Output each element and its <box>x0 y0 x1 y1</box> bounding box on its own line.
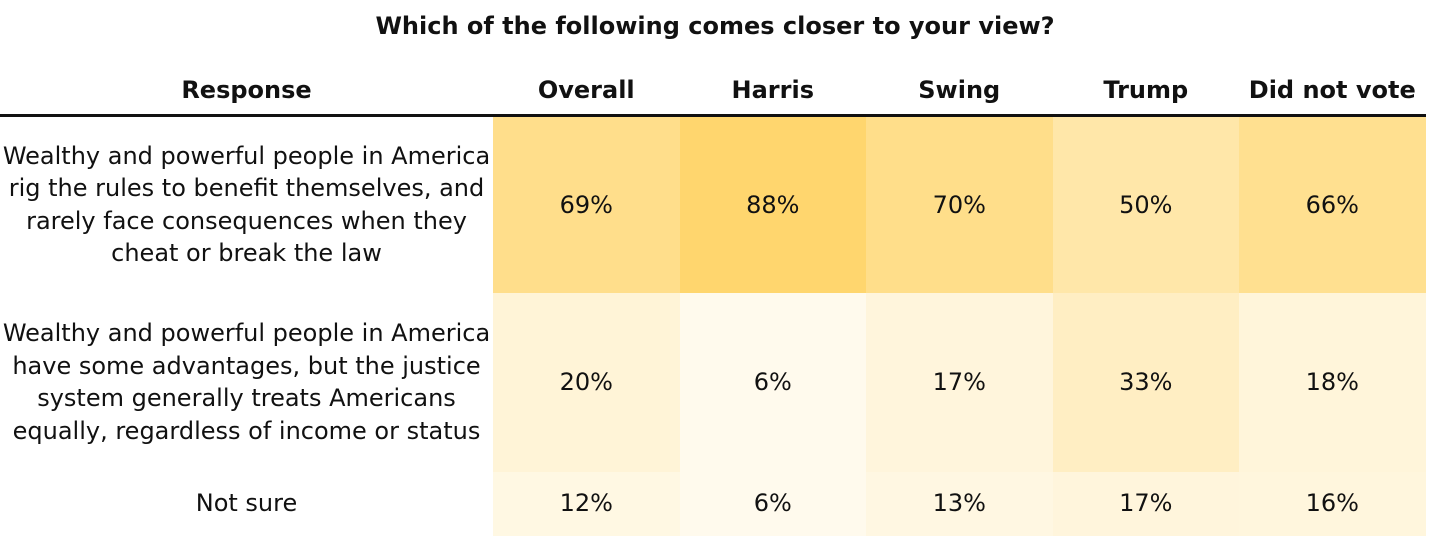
column-header-harris: Harris <box>679 66 866 117</box>
column-header-overall: Overall <box>493 66 680 117</box>
value-cell-did-not-vote: 16% <box>1239 471 1426 536</box>
value-cell-did-not-vote: 18% <box>1239 292 1426 472</box>
value-cell-swing: 70% <box>866 115 1053 293</box>
table-row: Not sure 12% 6% 13% 17% 16% <box>0 471 1426 536</box>
value-cell-trump: 17% <box>1052 471 1239 536</box>
header-row: Response Overall Harris Swing Trump Did … <box>0 66 1426 117</box>
table-row: Wealthy and powerful people in America r… <box>0 115 1426 293</box>
column-header-trump: Trump <box>1052 66 1239 117</box>
value-cell-trump: 50% <box>1052 115 1239 293</box>
response-label: Not sure <box>195 489 298 518</box>
column-header-swing: Swing <box>866 66 1053 117</box>
value-cell-harris: 6% <box>679 292 866 472</box>
value-cell-swing: 17% <box>866 292 1053 472</box>
value-cell-overall: 12% <box>493 471 680 536</box>
chart-title: Which of the following comes closer to y… <box>375 12 1055 40</box>
response-label: Wealthy and powerful people in America h… <box>2 319 491 445</box>
table-row: Wealthy and powerful people in America h… <box>0 292 1426 472</box>
value-cell-swing: 13% <box>866 471 1053 536</box>
value-cell-did-not-vote: 66% <box>1239 115 1426 293</box>
value-cell-trump: 33% <box>1052 292 1239 472</box>
value-cell-harris: 88% <box>679 115 866 293</box>
value-cell-overall: 69% <box>493 115 680 293</box>
heatmap-table: Response Overall Harris Swing Trump Did … <box>0 66 1426 536</box>
column-header-did-not-vote: Did not vote <box>1239 66 1426 117</box>
value-cell-overall: 20% <box>493 292 680 472</box>
response-label: Wealthy and powerful people in America r… <box>2 141 491 268</box>
value-cell-harris: 6% <box>679 471 866 536</box>
column-header-response: Response <box>0 66 493 117</box>
